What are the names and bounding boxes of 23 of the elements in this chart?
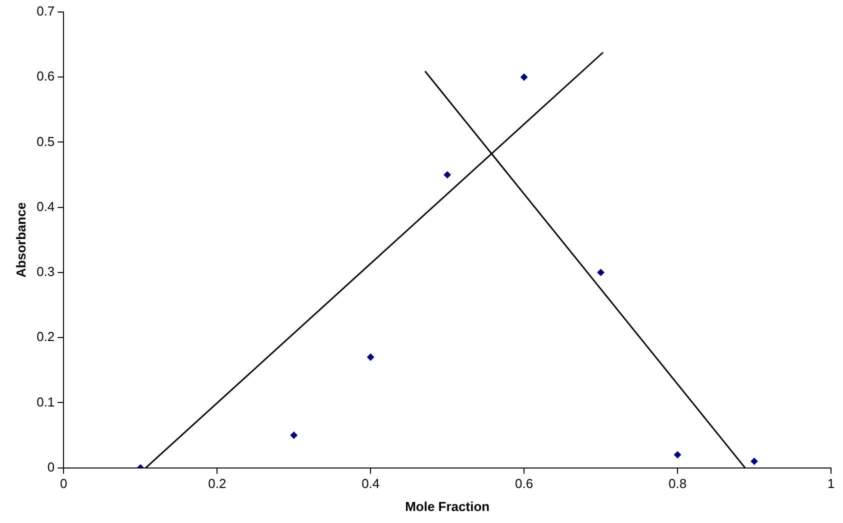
x-tick-label: 1 (827, 476, 835, 492)
x-tick-label: 0.4 (362, 476, 380, 492)
point (597, 268, 604, 276)
point (750, 458, 758, 465)
x-tick-label: 0 (60, 476, 68, 492)
x-tick-label: 0.2 (208, 476, 226, 492)
y-tick-label: 0 (47, 459, 55, 474)
point (520, 74, 528, 81)
point (444, 171, 451, 178)
y-axis-title: Absorbance (13, 202, 28, 278)
y-tick-label: 0.1 (36, 394, 55, 410)
y-tick-label: 0.5 (36, 134, 55, 149)
point (290, 432, 298, 439)
y-tick-label: 0.2 (36, 329, 55, 344)
x-tick-label: 0.8 (668, 476, 687, 492)
y-tick-label: 0.7 (36, 4, 55, 19)
y-tick-label: 0.6 (36, 68, 55, 84)
point (367, 354, 374, 361)
x-tick-label: 0.6 (515, 476, 534, 492)
y-tick-label: 0.3 (36, 264, 55, 280)
y-tick-label: 0.4 (36, 198, 55, 214)
point (674, 451, 682, 458)
x-axis-title: Mole Fraction (405, 498, 490, 514)
